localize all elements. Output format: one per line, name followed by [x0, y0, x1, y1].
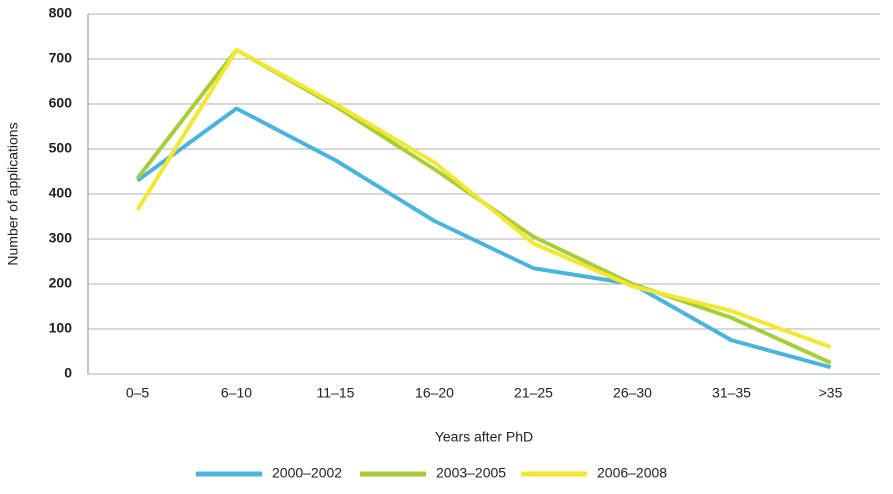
x-tick-label: 11–15: [317, 385, 355, 401]
x-tick-label: 26–30: [613, 385, 652, 401]
y-tick-label: 400: [49, 185, 73, 201]
y-tick-label: 600: [49, 95, 73, 111]
x-axis-title: Years after PhD: [435, 429, 533, 445]
x-tick-label: 6–10: [221, 385, 252, 401]
y-axis-title: Number of applications: [5, 122, 21, 265]
y-tick-label: 100: [49, 320, 73, 336]
x-tick-label: 31–35: [712, 385, 751, 401]
y-tick-label: 200: [49, 275, 73, 291]
legend-label: 2000–2002: [272, 465, 342, 481]
x-tick-label: 21–25: [514, 385, 553, 401]
y-tick-label: 700: [49, 50, 73, 66]
x-tick-label: 0–5: [126, 385, 150, 401]
x-tick-label: 16–20: [415, 385, 454, 401]
data-line: [136, 106, 832, 370]
y-tick-label: 800: [49, 5, 73, 21]
legend-label: 2003–2005: [436, 465, 506, 481]
y-tick-label: 300: [49, 230, 73, 246]
x-tick-label: >35: [819, 385, 843, 401]
y-tick-label: 500: [49, 140, 73, 156]
data-line: [135, 48, 832, 349]
legend-label: 2006–2008: [597, 465, 667, 481]
data-line: [135, 48, 832, 365]
y-tick-label: 0: [64, 365, 72, 381]
